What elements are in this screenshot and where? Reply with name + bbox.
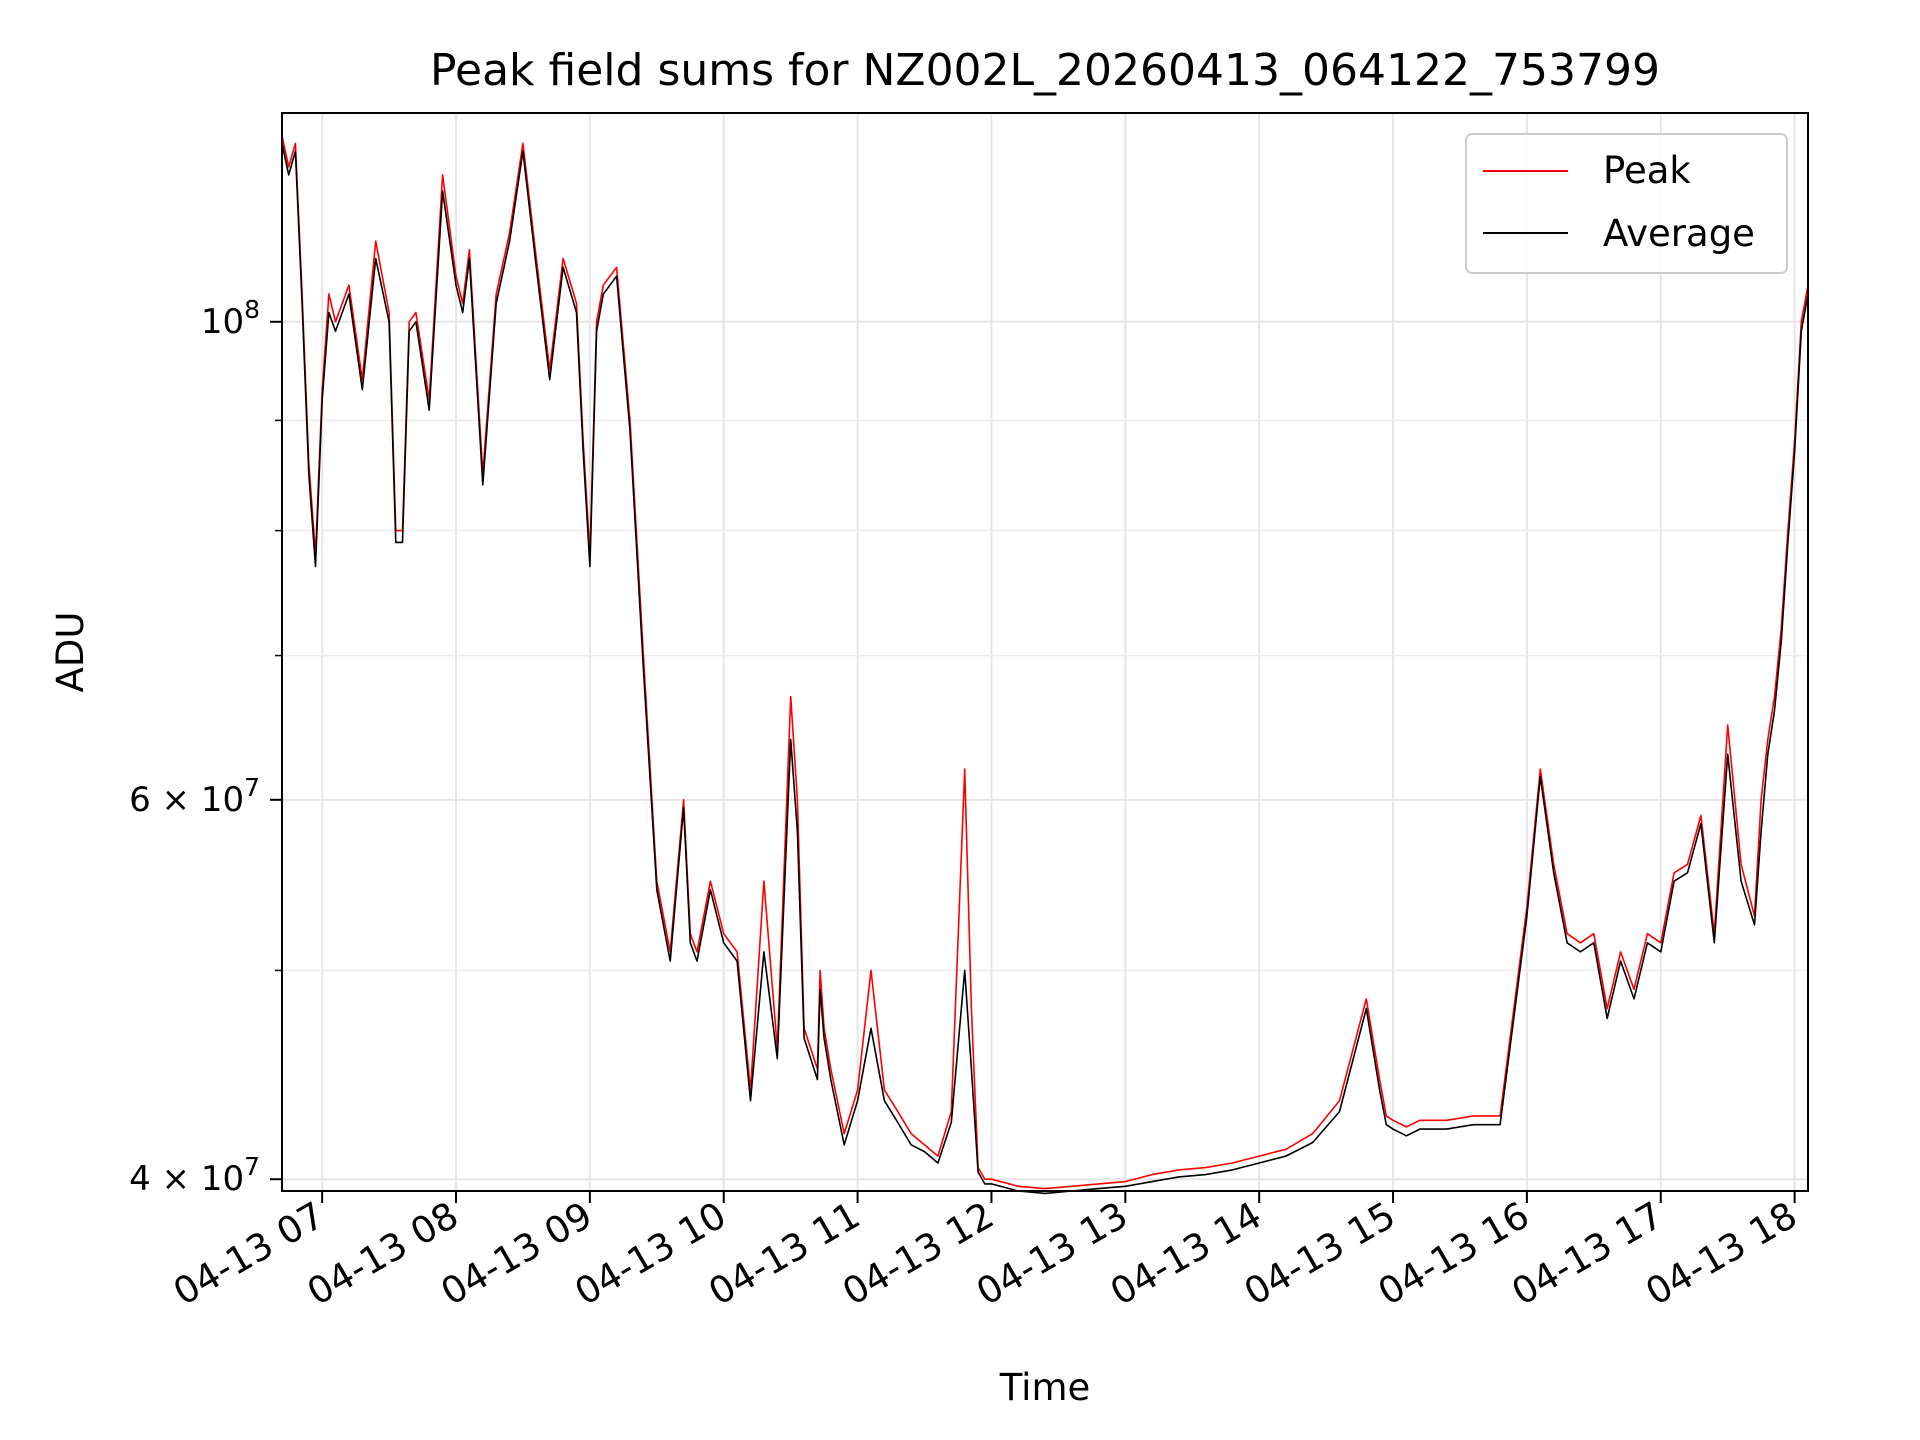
series-line-average <box>281 143 1809 1195</box>
y-tick-label: 4 × 107 <box>129 1152 260 1199</box>
legend-peak-label: Peak <box>1603 149 1691 192</box>
legend-average-label: Average <box>1603 212 1755 255</box>
series-layer <box>281 135 1809 1195</box>
chart-title: Peak field sums for NZ002L_20260413_0641… <box>430 45 1660 96</box>
grid-lines <box>282 113 1808 1191</box>
y-tick-label: 108 <box>201 295 260 342</box>
legend-box <box>1465 133 1788 274</box>
plot-frame <box>281 112 1809 1192</box>
y-tick-label: 6 × 107 <box>129 773 260 820</box>
x-axis-label: Time <box>999 1366 1091 1409</box>
series-line-peak <box>281 135 1809 1190</box>
y-axis-label: ADU <box>49 612 92 693</box>
legend: Peak Average <box>1465 133 1788 274</box>
y-axis: 4 × 107 6 × 107 108 <box>129 295 282 1199</box>
